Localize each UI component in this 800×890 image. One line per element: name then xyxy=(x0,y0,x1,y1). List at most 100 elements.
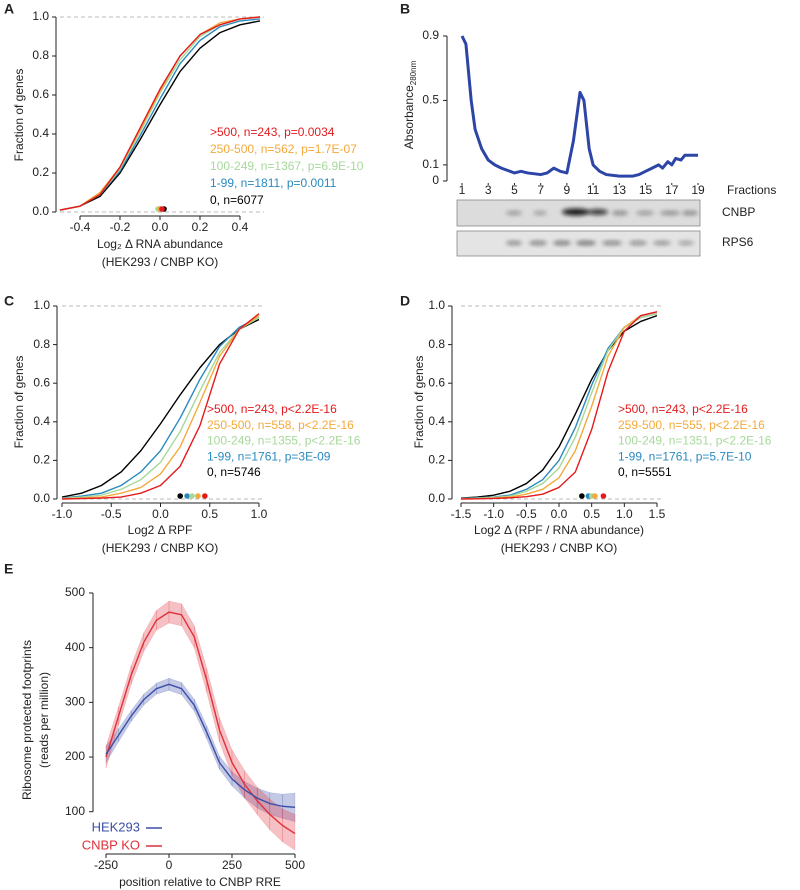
data-line xyxy=(460,35,698,178)
y-tick-label: 0.2 xyxy=(32,165,49,179)
y-tick-label: 0.4 xyxy=(428,414,445,428)
y-tick-label: 1.0 xyxy=(428,298,445,312)
legend-label: 1-99, n=1761, p=3E-09 xyxy=(207,449,331,463)
panel-letter: B xyxy=(400,1,410,17)
legend-label: 0, n=5746 xyxy=(207,465,261,479)
median-dot xyxy=(579,493,585,499)
western-blot-rps6 xyxy=(456,230,701,257)
y-axis-label: Fraction of genes xyxy=(12,356,26,449)
x-tick-label: 3 xyxy=(485,183,492,197)
y-tick-label: 1.0 xyxy=(33,298,50,312)
panel-letter: C xyxy=(4,293,14,309)
y-tick-label: 0.6 xyxy=(32,87,49,101)
legend-label: CNBP KO xyxy=(82,837,140,852)
y-tick-label: 0.9 xyxy=(422,28,439,42)
data-line xyxy=(59,16,261,211)
median-dot xyxy=(189,493,195,499)
y-tick-label: 0.2 xyxy=(33,453,50,467)
y-tick-label: 0.6 xyxy=(428,375,445,389)
y-axis-label: (reads per million) xyxy=(37,672,51,768)
median-dot xyxy=(177,493,183,499)
x-tick-label: -0.4 xyxy=(70,220,91,234)
x-tick-label: -1.5 xyxy=(451,507,472,521)
median-dot xyxy=(202,493,208,499)
median-dot xyxy=(159,206,165,212)
data-line xyxy=(460,311,658,500)
y-tick-label: 0.6 xyxy=(33,375,50,389)
x-tick-label: -0.5 xyxy=(516,507,537,521)
data-line xyxy=(105,683,296,809)
median-dot xyxy=(195,493,201,499)
data-line xyxy=(59,20,261,211)
y-tick-label: 0.0 xyxy=(33,491,50,505)
x-tick-label: 15 xyxy=(639,183,653,197)
y-tick-label: 0.2 xyxy=(428,453,445,467)
y-tick-label: 200 xyxy=(65,749,85,763)
y-tick-label: 400 xyxy=(65,640,85,654)
x-axis-label: (HEK293 / CNBP KO) xyxy=(501,541,617,555)
x-tick-label: 0.0 xyxy=(551,507,568,521)
x-tick-label: 1.0 xyxy=(616,507,633,521)
x-tick-label: 0.5 xyxy=(583,507,600,521)
x-tick-label: 11 xyxy=(587,183,600,197)
x-tick-label: 0.0 xyxy=(152,220,169,234)
x-tick-label: 7 xyxy=(537,183,544,197)
x-tick-label: 0.5 xyxy=(201,507,218,521)
x-tick-label: 5 xyxy=(511,183,518,197)
x-tick-label: 0.2 xyxy=(192,220,209,234)
y-tick-label: 0.8 xyxy=(33,337,50,351)
y-tick-label: 0.4 xyxy=(32,126,49,140)
y-tick-label: 0.1 xyxy=(422,157,439,171)
legend-label: HEK293 xyxy=(92,819,140,834)
median-dot xyxy=(600,493,607,499)
x-axis-label: (HEK293 / CNBP KO) xyxy=(102,541,218,555)
x-tick-label: 17 xyxy=(665,183,679,197)
x-tick-label: 0.0 xyxy=(152,507,169,521)
median-dot xyxy=(184,493,190,499)
y-tick-label: 1.0 xyxy=(32,9,49,23)
y-axis-label-subscript: 280nm xyxy=(409,60,418,85)
data-line xyxy=(61,315,260,500)
x-tick-label: 0 xyxy=(166,858,173,872)
x-tick-label: -250 xyxy=(94,858,118,872)
legend-label: 250-500, n=562, p=1.7E-07 xyxy=(210,142,357,156)
legend-label: >500, n=243, p<2.2E-16 xyxy=(207,402,337,416)
data-line xyxy=(61,313,260,500)
legend-label: 250-500, n=558, p<2.2E-16 xyxy=(207,418,354,432)
x-tick-label: 1.5 xyxy=(649,507,666,521)
x-tick-label: 9 xyxy=(564,183,571,197)
x-axis-label: Log2 Δ RPF xyxy=(128,523,193,537)
panel-letter: D xyxy=(400,293,410,309)
data-line xyxy=(105,611,296,835)
x-tick-label: 500 xyxy=(285,858,305,872)
legend-label: 100-249, n=1367, p=6.9E-10 xyxy=(210,159,364,173)
y-axis-label-main: Absorbance xyxy=(402,85,416,149)
x-tick-label: 1.0 xyxy=(251,507,268,521)
x-tick-label: 13 xyxy=(613,183,627,197)
x-tick-label: -0.2 xyxy=(110,220,131,234)
x-axis-label: Log₂ Δ RNA abundance xyxy=(97,237,223,251)
legend-label: >500, n=243, p<2.2E-16 xyxy=(618,402,748,416)
x-tick-label: -1.0 xyxy=(52,507,73,521)
y-tick-label: 0.5 xyxy=(422,93,439,107)
data-line xyxy=(61,316,260,499)
legend-label: >500, n=243, p=0.0034 xyxy=(210,125,335,139)
y-tick-label: 300 xyxy=(65,695,85,709)
legend-label: 100-249, n=1351, p<2.2E-16 xyxy=(618,434,772,448)
x-axis-label: Log2 Δ (RPF / RNA abundance) xyxy=(474,523,644,537)
data-line xyxy=(59,16,261,211)
y-tick-label: 500 xyxy=(65,585,85,599)
x-tick-label: 19 xyxy=(691,183,705,197)
blot-label: RPS6 xyxy=(722,235,754,249)
x-tick-label: 1 xyxy=(459,183,466,197)
y-axis-label: Fraction of genes xyxy=(412,356,426,449)
y-axis-label: Absorbance280nm xyxy=(402,60,418,149)
y-tick-label: 0.4 xyxy=(33,414,50,428)
median-dot xyxy=(592,493,598,499)
legend-label: 0, n=6077 xyxy=(210,193,264,207)
y-axis-label: Ribosome protected footprints xyxy=(20,640,34,800)
blot-label: CNBP xyxy=(722,205,755,219)
legend-label: 100-249, n=1355, p<2.2E-16 xyxy=(207,434,361,448)
panel-letter: E xyxy=(4,561,13,577)
